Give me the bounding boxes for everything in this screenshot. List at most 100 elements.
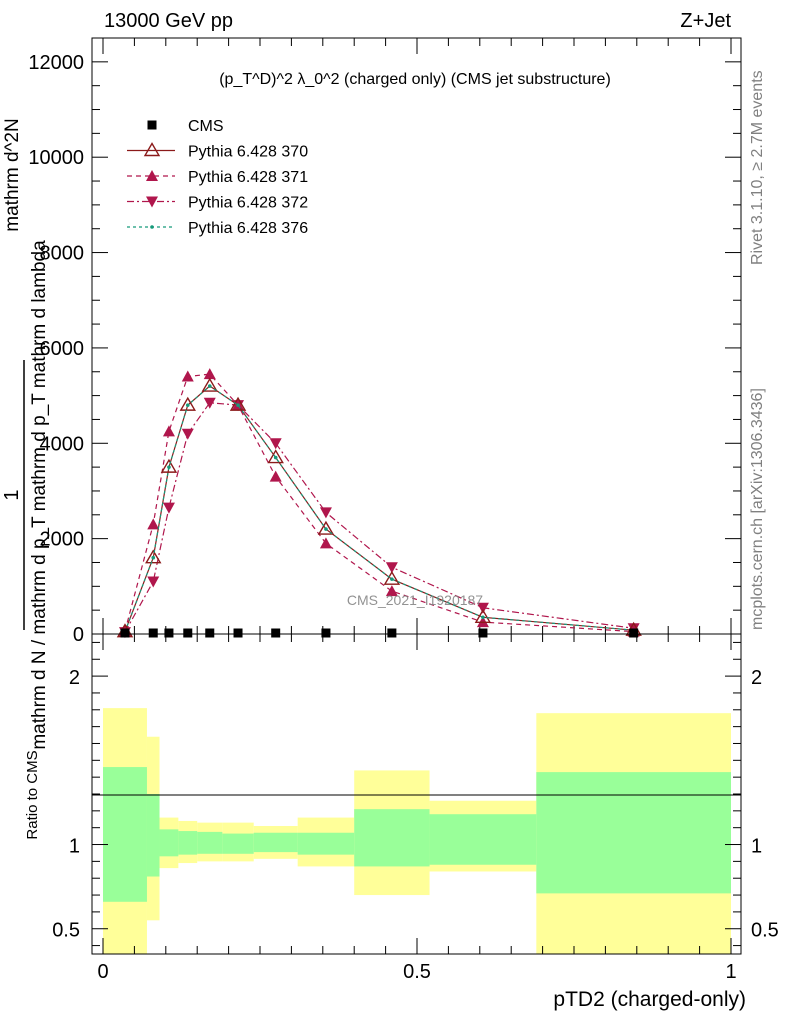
- data-point: [233, 628, 243, 638]
- data-point: [205, 628, 215, 638]
- y-tick-label: 12000: [28, 52, 84, 74]
- data-point: [181, 370, 194, 382]
- ratio-y-axis-label: Ratio to CMS: [24, 750, 41, 839]
- data-point: [236, 403, 240, 407]
- data-point: [476, 616, 489, 628]
- ratio-green-band: [253, 832, 298, 853]
- data-point: [147, 576, 160, 588]
- y-tick-label: 6000: [40, 338, 85, 360]
- data-point: [267, 449, 284, 464]
- x-tick-label: 0: [97, 961, 108, 983]
- legend-label: Pythia 6.428 372: [188, 195, 308, 212]
- data-point: [629, 628, 639, 638]
- ratio-green-band: [159, 829, 179, 857]
- data-point: [185, 403, 190, 407]
- ratio-y-tick-label: 2: [69, 667, 80, 689]
- data-point: [145, 549, 162, 564]
- data-point: [151, 555, 156, 560]
- data-point: [476, 602, 489, 614]
- legend-entry: Pythia 6.428 370: [127, 142, 308, 161]
- y-axis-label-numerator-one: 1: [1, 489, 23, 500]
- series-cms: [120, 628, 639, 638]
- ratio-green-band: [146, 794, 160, 877]
- y-axis-label: 1 mathrm d N / mathrm d p_T mathrm d p_T…: [1, 118, 50, 749]
- data-point: [478, 628, 488, 638]
- data-point: [385, 585, 398, 597]
- data-point: [385, 562, 398, 574]
- header-process-label: Z+Jet: [680, 10, 731, 32]
- legend-entry: CMS: [147, 118, 224, 135]
- data-point: [203, 397, 216, 409]
- data-point: [183, 628, 193, 638]
- x-axis-label: pTD2 (charged-only): [553, 988, 746, 1011]
- y-tick-label: 8000: [40, 243, 85, 265]
- data-point: [269, 438, 282, 450]
- mcplots-label: mcplots.cern.ch [arXiv:1306.3436]: [749, 388, 766, 630]
- main-plot: 0 2000 4000 6000 8000 10000 12000 (p_T^D)^2 λ_…: [28, 37, 742, 646]
- x-tick-label: 1: [725, 961, 736, 983]
- legend-entry: Pythia 6.428 371: [127, 169, 308, 186]
- ratio-y-tick-label-right: 0.5: [751, 920, 779, 942]
- data-point: [120, 628, 130, 638]
- ratio-y-tick-label-right: 2: [751, 667, 762, 689]
- header-energy-label: 13000 GeV pp: [104, 10, 233, 32]
- data-point: [474, 608, 492, 624]
- y-axis-label-numerator: mathrm d^2N: [2, 118, 23, 231]
- data-point: [319, 507, 332, 519]
- ratio-green-band: [354, 809, 430, 867]
- ratio-green-band: [103, 767, 147, 902]
- data-point: [147, 518, 160, 530]
- legend-entry: Pythia 6.428 372: [127, 195, 308, 212]
- ratio-y-tick-label: 0.5: [52, 920, 80, 942]
- ratio-green-band: [222, 833, 254, 854]
- legend-entry: Pythia 6.428 376: [127, 220, 308, 237]
- ratio-green-band: [197, 831, 223, 854]
- data-point: [164, 628, 174, 638]
- y-tick-label: 0: [73, 624, 84, 646]
- ratio-y-tick-label-right: 1: [751, 836, 762, 858]
- data-point: [160, 458, 178, 473]
- y-axis-label-denominator: mathrm d N / mathrm d p_T mathrm d p_T m…: [29, 240, 50, 750]
- ratio-y-tick-label: 1: [69, 836, 80, 858]
- data-point: [317, 520, 335, 535]
- data-point: [319, 537, 332, 549]
- data-point: [383, 570, 401, 585]
- ratio-green-band: [429, 814, 537, 865]
- plot-title: (p_T^D)^2 λ_0^2 (charged only) (CMS jet …: [219, 71, 611, 88]
- ratio-green-band: [297, 832, 355, 855]
- legend-marker: [146, 196, 158, 208]
- data-point: [387, 628, 397, 638]
- y-tick-label: 10000: [28, 147, 84, 169]
- legend-marker: [150, 225, 154, 229]
- data-point: [390, 577, 394, 581]
- x-tick-label: 0.5: [403, 961, 431, 983]
- data-point: [179, 396, 196, 411]
- legend-marker: [143, 142, 161, 157]
- data-point: [201, 377, 218, 392]
- data-point: [321, 628, 331, 638]
- data-point: [229, 396, 247, 411]
- data-point: [273, 455, 278, 460]
- legend-marker: [147, 120, 157, 130]
- legend-label: Pythia 6.428 371: [188, 169, 308, 186]
- ratio-green-band: [536, 772, 731, 894]
- data-point: [148, 628, 158, 638]
- data-point: [207, 384, 212, 388]
- data-point: [162, 502, 175, 514]
- y-tick-label: 4000: [40, 433, 85, 455]
- legend-label: Pythia 6.428 376: [188, 220, 308, 237]
- legend-label: CMS: [188, 118, 224, 135]
- data-point: [181, 428, 194, 440]
- data-point: [162, 425, 175, 437]
- ratio-green-band: [178, 831, 198, 855]
- legend-marker: [146, 170, 158, 181]
- data-point: [269, 470, 282, 482]
- analysis-watermark: CMS_2021_I1920187: [347, 592, 483, 608]
- legend-label: Pythia 6.428 370: [188, 144, 308, 161]
- ratio-plot: 0.5 0.5 1 1 2 2 0 0.5 1 Ratio to CMS pTD2 (char…: [24, 633, 779, 1011]
- rivet-version-label: Rivet 3.1.10, ≥ 2.7M events: [749, 70, 766, 265]
- data-point: [271, 628, 281, 638]
- data-point: [481, 615, 485, 620]
- data-point: [324, 527, 328, 531]
